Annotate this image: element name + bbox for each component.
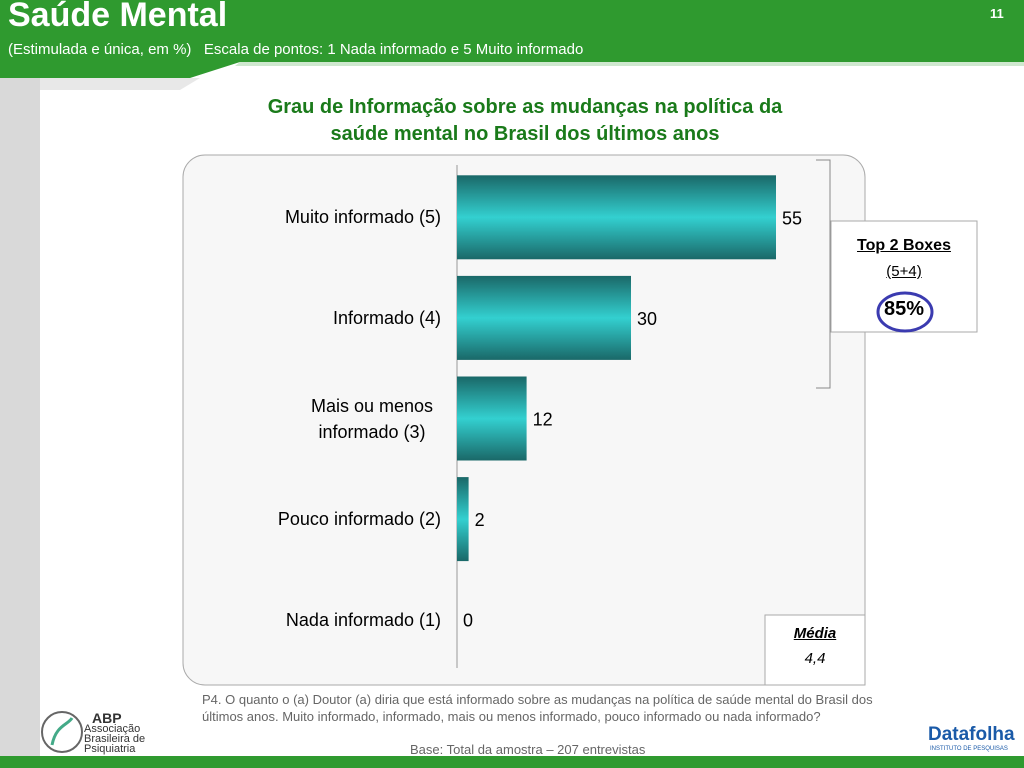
top-box-total: 85% [883,298,925,320]
bar [457,175,776,260]
value-label: 12 [533,410,553,430]
header-stripe [235,62,1024,66]
abp-logo [41,711,83,753]
side-bar [0,78,40,758]
mean-title: Média [793,625,837,642]
side-shade [40,78,200,90]
base-note: Base: Total da amostra – 207 entrevistas [410,742,646,757]
category-label: Informado (4) [332,307,441,328]
mean-box [764,614,866,686]
header-title: Saúde Mental [8,0,228,34]
abp-text: ABP [92,710,122,726]
datafolha-logo: Datafolha [928,724,1015,745]
footer-band [0,756,1024,768]
bar [457,477,469,562]
bar [457,376,527,461]
header-band [0,0,1024,62]
bar [457,275,631,360]
datafolha-sub: INSTITUTO DE PESQUISAS [930,746,1008,752]
footnote: P4. O quanto o (a) Doutor (a) diria que … [202,692,873,724]
category-label: Mais ou menos informado (3) [310,395,434,442]
page-number: 11 [990,6,1004,21]
top-box-title: Top 2 Boxes [857,237,951,254]
header-subtitle: (Estimulada e única, em %) Escala de pon… [8,41,584,58]
value-label: 30 [637,309,657,329]
header-tab [0,62,240,78]
value-label: 0 [463,611,473,631]
top-box-subtitle: (5+4) [886,263,922,280]
value-label: 55 [782,208,802,228]
value-label: 2 [475,510,485,530]
circle-highlight [876,291,934,333]
category-label: Muito informado (5) [284,207,441,228]
category-label: Nada informado (1) [285,609,441,630]
category-label: Pouco informado (2) [277,509,441,530]
abp-name: Associação Brasileira de Psiquiatria [84,723,146,755]
chart-title: Grau de Informação sobre as mudanças na … [267,96,783,145]
mean-value: 4,4 [804,650,826,667]
bracket [816,159,831,389]
